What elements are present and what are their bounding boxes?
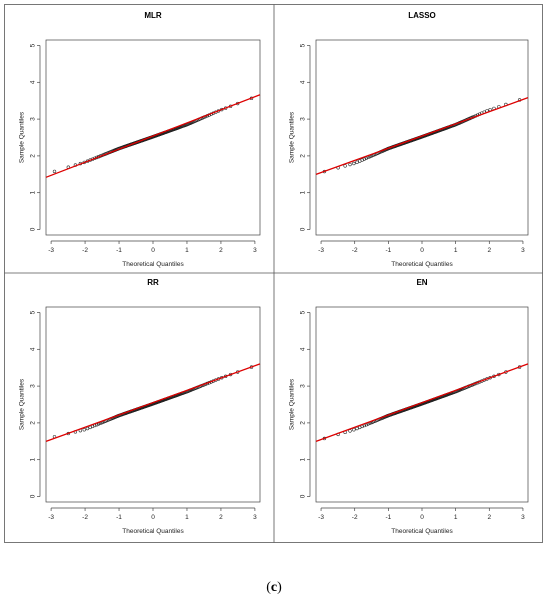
plot-area-en (315, 306, 529, 503)
figure-frame (4, 4, 543, 543)
x-tick-label-lasso: 0 (420, 247, 424, 254)
qq-point-rr-4 (82, 428, 86, 432)
x-tick-label-mlr: -3 (48, 247, 54, 254)
x-tick-label-rr: -2 (82, 514, 88, 521)
y-axis-label-mlr: Sample Quantiles (19, 111, 26, 163)
x-tick-label-mlr: -1 (116, 247, 122, 254)
y-tick-label-rr: 3 (30, 384, 37, 388)
panel-title-lasso: LASSO (408, 11, 436, 20)
plot-area-mlr (45, 39, 261, 236)
y-tick-label-en: 4 (300, 347, 307, 351)
y-tick-label-mlr: 4 (30, 80, 37, 84)
x-tick-label-lasso: 2 (487, 247, 491, 254)
x-tick-label-rr: 1 (185, 514, 189, 521)
panel-lasso: LASSO -3 -2 -1 0 1 2 3 0 1 2 3 4 5 Theoretical Quantil… (289, 11, 529, 268)
y-tick-label-en: 2 (300, 421, 307, 425)
x-tick-label-lasso: 3 (521, 247, 525, 254)
qq-reference-line-rr (45, 363, 261, 443)
caption-close-paren: ) (277, 580, 282, 595)
y-tick-label-lasso: 0 (300, 227, 307, 231)
qq-point-lasso-4 (352, 161, 356, 166)
panel-title-rr: RR (147, 278, 159, 287)
x-tick-label-mlr: 1 (185, 247, 189, 254)
qq-points-mlr (52, 96, 254, 174)
x-tick-label-en: 3 (521, 514, 525, 521)
y-tick-label-lasso: 4 (300, 80, 307, 84)
y-tick-label-mlr: 1 (30, 191, 37, 195)
x-tick-label-rr: -3 (48, 514, 54, 521)
qq-point-en-5 (355, 426, 359, 431)
panels-group: MLR -3 -2 -1 0 1 2 3 0 1 2 3 4 5 Theoretical Quantiles… (19, 11, 529, 535)
x-tick-label-lasso: -1 (385, 247, 391, 254)
x-tick-label-mlr: 2 (219, 247, 223, 254)
y-tick-label-rr: 2 (30, 421, 37, 425)
y-tick-label-en: 3 (300, 384, 307, 388)
y-tick-label-en: 0 (300, 494, 307, 498)
qq-reference-line-en (315, 363, 529, 443)
x-tick-label-rr: 0 (151, 514, 155, 521)
y-tick-label-en: 5 (300, 310, 307, 314)
qq-point-lasso-5 (355, 160, 359, 164)
qq-reference-line-mlr (45, 94, 261, 178)
y-tick-label-mlr: 0 (30, 227, 37, 231)
panel-title-mlr: MLR (144, 11, 162, 20)
y-tick-label-rr: 1 (30, 458, 37, 462)
figure-caption: (c) (266, 580, 282, 595)
x-axis-label-mlr: Theoretical Quantiles (122, 261, 184, 268)
y-tick-label-lasso: 3 (300, 117, 307, 121)
x-tick-label-mlr: 3 (253, 247, 257, 254)
panel-title-en: EN (416, 278, 427, 287)
y-tick-label-rr: 4 (30, 347, 37, 351)
caption-letter: c (271, 580, 277, 595)
qq-reference-line-lasso (315, 97, 529, 176)
qq-point-rr-5 (85, 426, 90, 431)
x-tick-label-lasso: 1 (454, 247, 458, 254)
x-axis-label-en: Theoretical Quantiles (391, 528, 453, 535)
y-tick-label-lasso: 1 (300, 191, 307, 195)
y-axis-label-lasso: Sample Quantiles (289, 111, 296, 163)
plot-area-rr (45, 306, 261, 503)
x-tick-label-en: -3 (318, 514, 324, 521)
panel-rr: RR -3 -2 -1 0 1 2 3 0 1 2 3 4 5 Theoretical Quantiles S… (19, 278, 261, 535)
x-tick-label-mlr: 0 (151, 247, 155, 254)
plot-area-lasso (315, 39, 529, 236)
x-tick-label-rr: 2 (219, 514, 223, 521)
y-tick-label-rr: 0 (30, 494, 37, 498)
qq-point-lasso-8 (362, 157, 367, 161)
x-tick-label-rr: 3 (253, 514, 257, 521)
x-axis-label-lasso: Theoretical Quantiles (391, 261, 453, 268)
x-tick-label-rr: -1 (116, 514, 122, 521)
y-axis-label-rr: Sample Quantiles (19, 378, 26, 430)
qq-point-lasso-3 (348, 162, 352, 167)
qq-point-en-4 (352, 428, 356, 432)
qq-point-mlr-0 (52, 169, 57, 174)
y-axis-label-en: Sample Quantiles (289, 378, 296, 430)
x-tick-label-en: -2 (352, 514, 358, 521)
x-tick-label-en: 1 (454, 514, 458, 521)
x-tick-label-lasso: -2 (352, 247, 358, 254)
x-tick-label-en: 0 (420, 514, 424, 521)
y-tick-label-lasso: 5 (300, 43, 307, 47)
y-tick-label-mlr: 2 (30, 154, 37, 158)
panel-en: EN -3 -2 -1 0 1 2 3 0 1 2 3 4 5 Theoretical Quantiles S… (289, 278, 529, 535)
y-tick-label-lasso: 2 (300, 154, 307, 158)
y-tick-label-rr: 5 (30, 310, 37, 314)
y-tick-label-en: 1 (300, 458, 307, 462)
x-tick-label-mlr: -2 (82, 247, 88, 254)
y-tick-label-mlr: 5 (30, 43, 37, 47)
panel-mlr: MLR -3 -2 -1 0 1 2 3 0 1 2 3 4 5 Theoretical Quantiles… (19, 11, 261, 268)
caption-open-paren: ( (266, 580, 271, 595)
x-axis-label-rr: Theoretical Quantiles (122, 528, 184, 535)
y-tick-label-mlr: 3 (30, 117, 37, 121)
x-tick-label-lasso: -3 (318, 247, 324, 254)
x-tick-label-en: -1 (385, 514, 391, 521)
x-tick-label-en: 2 (487, 514, 491, 521)
